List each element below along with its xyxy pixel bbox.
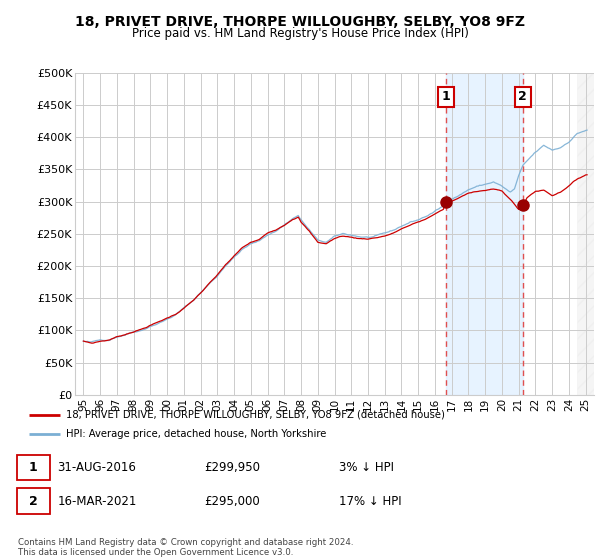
Text: 1: 1 [442, 91, 451, 104]
FancyBboxPatch shape [17, 455, 50, 480]
Text: 2: 2 [518, 91, 527, 104]
Text: 31-AUG-2016: 31-AUG-2016 [58, 461, 136, 474]
Text: Contains HM Land Registry data © Crown copyright and database right 2024.
This d: Contains HM Land Registry data © Crown c… [18, 538, 353, 557]
Bar [446, 73, 523, 395]
Text: 16-MAR-2021: 16-MAR-2021 [58, 494, 137, 508]
Text: £299,950: £299,950 [204, 461, 260, 474]
Text: 18, PRIVET DRIVE, THORPE WILLOUGHBY, SELBY, YO8 9FZ (detached house): 18, PRIVET DRIVE, THORPE WILLOUGHBY, SEL… [66, 409, 445, 419]
FancyBboxPatch shape [17, 488, 50, 514]
Bar [577, 73, 594, 395]
Text: 18, PRIVET DRIVE, THORPE WILLOUGHBY, SELBY, YO8 9FZ: 18, PRIVET DRIVE, THORPE WILLOUGHBY, SEL… [75, 15, 525, 29]
Text: Price paid vs. HM Land Registry's House Price Index (HPI): Price paid vs. HM Land Registry's House … [131, 27, 469, 40]
Text: 2: 2 [29, 494, 38, 508]
Text: 3% ↓ HPI: 3% ↓ HPI [340, 461, 394, 474]
Text: £295,000: £295,000 [204, 494, 260, 508]
Text: HPI: Average price, detached house, North Yorkshire: HPI: Average price, detached house, Nort… [66, 429, 326, 439]
Text: 1: 1 [29, 461, 38, 474]
Text: 17% ↓ HPI: 17% ↓ HPI [340, 494, 402, 508]
